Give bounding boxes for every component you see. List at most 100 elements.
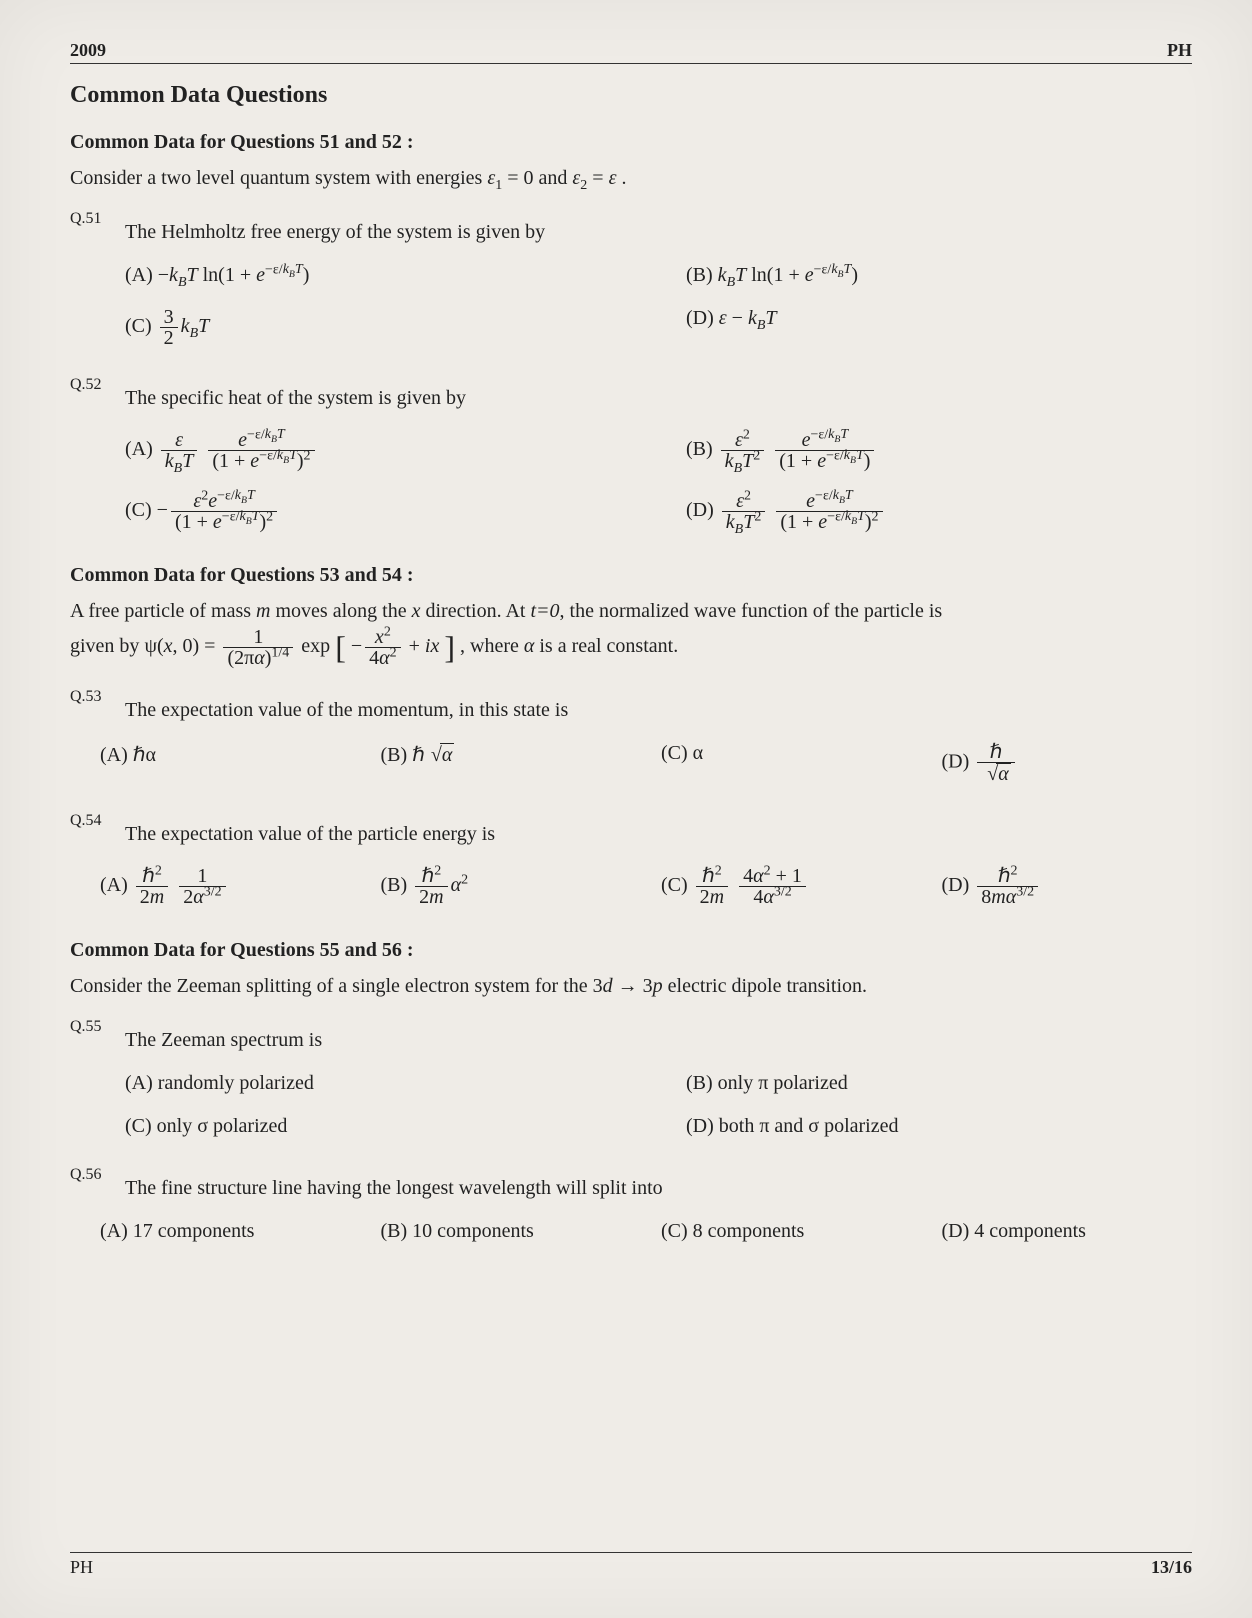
label: (C) [125,499,157,521]
label: (B) [381,874,413,896]
var-m: m [256,600,270,622]
option-d: (D) both π and σ polarized [631,1115,1192,1138]
question-55: Q.55 The Zeeman spectrum is (A) randomly… [70,1018,1192,1148]
option-d: (D) 4 components [912,1220,1193,1243]
option-b: (B) only π polarized [631,1072,1192,1095]
option-b: (B) ℏα [351,742,632,784]
label: (D) [686,307,719,329]
option-d: (D) ℏα [912,742,1193,784]
group-53-54-intro: A free particle of mass m moves along th… [70,597,1192,670]
option-c: (C) 8 components [631,1220,912,1243]
text: Consider a two level quantum system with… [70,167,487,189]
fraction: 3 2 [160,307,178,348]
option-c: (C) 3 2 kBT [70,307,631,348]
question-number: Q.56 [70,1166,125,1210]
question-text: The expectation value of the particle en… [125,820,1192,848]
math: ε1 = 0 [487,167,533,189]
option-a: (A) 17 components [70,1220,351,1243]
page-header: 2009 PH [70,40,1192,64]
option-a: (A) ℏα [70,742,351,784]
footer-subject: PH [70,1557,93,1578]
options: (A) ℏα (B) ℏα (C) α (D) ℏα [70,732,1192,794]
option-b: (B) ℏ22mα2 [351,866,632,907]
question-text: The expectation value of the momentum, i… [125,696,1192,724]
options: (A) −kBT ln(1 + e−ε/kBT) (B) kBT ln(1 + … [70,254,1192,358]
question-53: Q.53 The expectation value of the moment… [70,688,1192,794]
footer-page: 13/16 [1151,1557,1192,1578]
math: ψ(x, 0) = 1(2πα)1/4 exp [ −x24α2 + ix ] [144,635,460,657]
arrow: → 3 [613,975,653,997]
label: (B) [686,438,718,460]
option-c: (C) −ε2e−ε/kBT(1 + e−ε/kBT)2 [70,491,631,532]
question-text: The Helmholtz free energy of the system … [125,218,1192,246]
var-d: d [603,975,613,997]
label: (B) [381,744,413,766]
page-footer: PH 13/16 [70,1552,1192,1578]
option-c: (C) only σ polarized [70,1115,631,1138]
text: electric dipole transition. [663,975,867,997]
var-t0: t=0 [530,600,559,622]
var-x: x [412,600,421,622]
question-51: Q.51 The Helmholtz free energy of the sy… [70,210,1192,358]
option-a: (A) −kBT ln(1 + e−ε/kBT) [70,264,631,287]
label: (A) [125,264,158,286]
question-text: The specific heat of the system is given… [125,384,1192,412]
group-53-54-heading: Common Data for Questions 53 and 54 : [70,564,1192,587]
option-a: (A) ℏ22m 12α3/2 [70,866,351,907]
text: moves along the [276,600,412,622]
question-54: Q.54 The expectation value of the partic… [70,812,1192,917]
option-b: (B) 10 components [351,1220,632,1243]
math: ε2 = ε [572,167,616,189]
label: (C) [125,315,157,337]
header-year: 2009 [70,40,106,61]
question-text: The fine structure line having the longe… [125,1174,1192,1202]
page: 2009 PH Common Data Questions Common Dat… [0,0,1252,1618]
question-52: Q.52 The specific heat of the system is … [70,376,1192,542]
option-d: (D) ε2kBT2 e−ε/kBT(1 + e−ε/kBT)2 [631,491,1192,532]
options: (A) 17 components (B) 10 components (C) … [70,1210,1192,1253]
label: (D) [686,499,719,521]
question-number: Q.52 [70,376,125,420]
text: is a real constant. [534,635,678,657]
text: and [539,167,573,189]
question-text: The Zeeman spectrum is [125,1026,1192,1054]
label: (C) [661,874,693,896]
option-d: (D) ε − kBT [631,307,1192,348]
options: (A) ℏ22m 12α3/2 (B) ℏ22mα2 (C) ℏ22m 4α2 … [70,856,1192,917]
denominator: 2 [160,328,178,348]
label: (D) [942,874,975,896]
question-number: Q.55 [70,1018,125,1062]
question-56: Q.56 The fine structure line having the … [70,1166,1192,1253]
var-alpha: α [524,635,535,657]
header-subject: PH [1167,40,1192,61]
label: (A) [125,438,158,460]
option-b: (B) ε2kBT2 e−ε/kBT(1 + e−ε/kBT) [631,430,1192,471]
text: direction. At [425,600,530,622]
group-51-52-heading: Common Data for Questions 51 and 52 : [70,131,1192,154]
option-b: (B) kBT ln(1 + e−ε/kBT) [631,264,1192,287]
group-55-56-intro: Consider the Zeeman splitting of a singl… [70,972,1192,1000]
text: . [621,167,626,189]
question-number: Q.51 [70,210,125,254]
label: (A) [100,874,133,896]
text: Consider the Zeeman splitting of a singl… [70,975,603,997]
options: (A) randomly polarized (B) only π polari… [70,1062,1192,1148]
option-c: (C) ℏ22m 4α2 + 14α3/2 [631,866,912,907]
text: , where [460,635,524,657]
text: , the normalized wave function of the pa… [560,600,943,622]
numerator: 3 [160,307,178,328]
label: (B) [686,264,718,286]
question-number: Q.53 [70,688,125,732]
options: (A) εkBT e−ε/kBT(1 + e−ε/kBT)2 (B) ε2kBT… [70,420,1192,542]
option-a: (A) εkBT e−ε/kBT(1 + e−ε/kBT)2 [70,430,631,471]
option-d: (D) ℏ28mα3/2 [912,866,1193,907]
group-51-52-intro: Consider a two level quantum system with… [70,164,1192,192]
group-55-56-heading: Common Data for Questions 55 and 56 : [70,939,1192,962]
option-a: (A) randomly polarized [70,1072,631,1095]
option-c: (C) α [631,742,912,784]
question-number: Q.54 [70,812,125,856]
section-title: Common Data Questions [70,82,1192,109]
text: A free particle of mass [70,600,256,622]
var-p: p [653,975,663,997]
text: given by [70,635,144,657]
